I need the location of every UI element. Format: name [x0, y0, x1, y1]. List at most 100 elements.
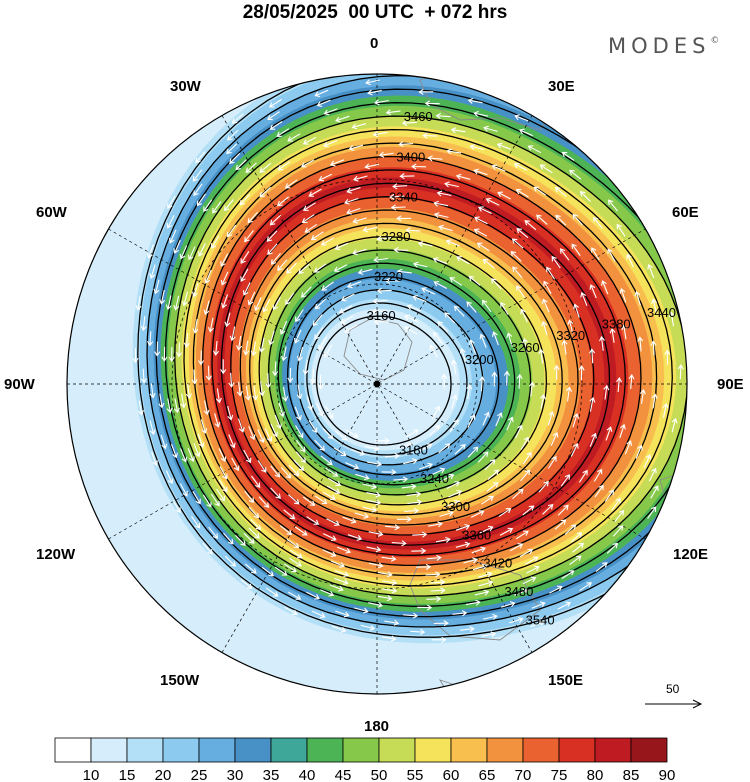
streamline-arrow [371, 308, 387, 315]
streamline-arrow [274, 414, 282, 430]
streamline-arrow [437, 321, 449, 333]
contour-3360 [220, 182, 611, 546]
streamline-arrow [314, 298, 326, 310]
streamline-arrow [567, 319, 574, 334]
streamline-arrow [236, 335, 243, 351]
streamline-arrow [571, 243, 581, 257]
colorbar-tick-label: 60 [443, 767, 460, 782]
streamline-arrow [250, 475, 261, 489]
streamline-arrow [559, 248, 570, 261]
streamline-arrow [159, 289, 166, 305]
streamline-arrow [385, 109, 401, 116]
streamline-arrow [430, 587, 446, 594]
meridian [221, 115, 533, 653]
streamline-arrow [227, 405, 234, 421]
streamline-arrow [651, 298, 658, 314]
streamline-arrow [252, 385, 259, 401]
streamline-arrow [459, 626, 475, 633]
streamline-arrow [384, 452, 400, 460]
streamline-arrow [565, 386, 573, 402]
streamline-arrow [146, 244, 154, 259]
streamline-arrow [439, 510, 454, 517]
streamline-arrow [212, 201, 222, 214]
contour-label: 3200 [465, 352, 494, 367]
streamline-arrow [528, 381, 535, 397]
lon-label-150e: 150E [548, 672, 584, 689]
streamline-arrow [407, 499, 423, 506]
streamline-arrow [210, 493, 220, 507]
streamline-arrow [557, 601, 572, 610]
streamline-arrow [345, 462, 360, 470]
streamline-arrow [481, 496, 495, 505]
streamline-arrow [514, 588, 529, 596]
streamline-arrow [433, 212, 449, 218]
streamline-arrow [302, 136, 317, 145]
streamline-arrow [312, 314, 323, 327]
colorbar-tick-label: 40 [299, 767, 316, 782]
streamline-arrow [327, 485, 341, 494]
streamline-arrow [547, 455, 557, 469]
streamline-arrow [310, 231, 324, 240]
colorbar-swatch [558, 737, 596, 763]
streamline-arrow [418, 88, 434, 96]
streamline-arrow [226, 143, 238, 155]
streamline-arrow [619, 288, 627, 303]
modes-logo: MODES© [608, 34, 719, 58]
streamline-arrow [520, 469, 531, 482]
streamline-arrow [476, 242, 490, 252]
streamline-arrow [450, 359, 458, 375]
streamline-arrow [294, 526, 308, 536]
contour-3200 [296, 289, 484, 466]
streamline-arrow [364, 445, 380, 452]
streamline-arrow [314, 495, 328, 505]
streamline-arrow [454, 443, 466, 455]
streamline-arrow [295, 439, 306, 453]
streamline-arrow [274, 566, 288, 576]
streamline-arrow [218, 479, 228, 493]
streamline-arrow [242, 282, 251, 296]
streamline-arrow [334, 242, 349, 251]
streamline-arrow [433, 200, 449, 207]
streamline-arrow [348, 144, 364, 152]
streamline-arrow [229, 153, 241, 165]
streamline-arrow [198, 243, 206, 257]
streamline-arrow [560, 474, 570, 487]
streamline-arrow [650, 485, 659, 499]
streamline-arrow [479, 333, 487, 348]
streamline-arrow [411, 163, 427, 170]
colorbar-tick-label: 90 [659, 767, 676, 782]
streamline-arrow [302, 202, 316, 211]
streamline-arrow [424, 100, 440, 107]
streamline-arrow [258, 496, 270, 508]
streamline-arrow [472, 563, 488, 571]
streamline-arrow [405, 227, 421, 234]
streamline-arrow [280, 467, 292, 479]
streamline-arrow [257, 429, 265, 444]
streamline-arrow [325, 467, 339, 477]
streamline-arrow [550, 431, 559, 446]
streamline-arrow [473, 110, 489, 117]
streamline-arrow [254, 297, 262, 312]
streamline-arrow [259, 162, 272, 173]
streamline-arrow [193, 183, 203, 197]
streamline-arrow [314, 89, 329, 98]
streamline-arrow [284, 606, 298, 616]
streamline-arrow [498, 508, 512, 517]
lon-label-0: 0 [370, 35, 379, 52]
streamline-arrow [316, 99, 331, 107]
streamline-arrow [340, 293, 355, 302]
streamline-arrow [302, 496, 316, 506]
streamline-arrow [347, 534, 363, 541]
streamline-arrow [218, 448, 227, 463]
contour-label: 3260 [511, 340, 540, 355]
contour-label: 3220 [374, 269, 403, 284]
streamline-arrow [570, 442, 579, 457]
streamline-arrow [268, 98, 282, 108]
streamline-arrow [614, 509, 625, 523]
coastline [419, 74, 561, 131]
streamline-arrow [365, 79, 380, 86]
streamline-arrow [557, 504, 569, 516]
streamline-arrow [619, 423, 626, 439]
colorbar-swatch [450, 737, 488, 763]
